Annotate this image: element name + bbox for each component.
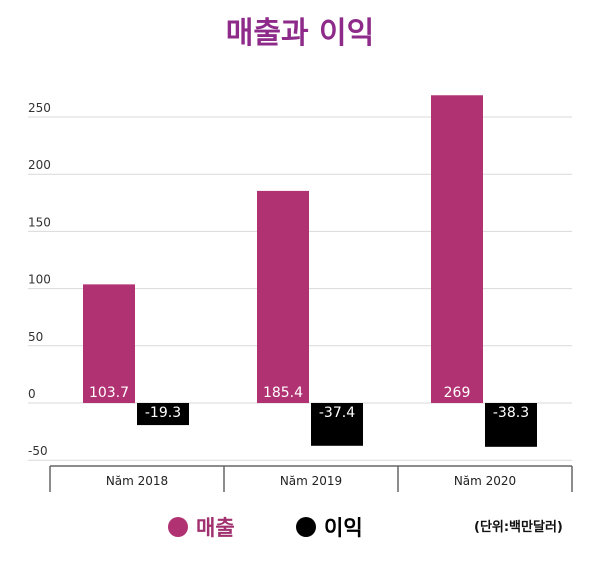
y-tick-label: -50: [28, 444, 48, 458]
x-axis: Năm 2018 Năm 2019 Năm 2020: [49, 465, 573, 492]
profit-data-label: -38.3: [493, 405, 529, 421]
revenue-data-label: 103.7: [89, 385, 129, 401]
profit-bar: [137, 403, 189, 426]
bars: 103.7 -19.3 185.4 -37.4 269 -38.3: [83, 95, 537, 447]
profit-bar: [485, 403, 537, 447]
chart-title: 매출과 이익: [225, 16, 375, 51]
profit-data-label: -37.4: [319, 405, 355, 421]
revenue-data-label: 269: [444, 385, 471, 401]
revenue-legend-label: 매출: [196, 516, 235, 540]
revenue-data-label: 185.4: [263, 385, 303, 401]
profit-data-label: -19.3: [145, 405, 181, 421]
y-tick-label: 150: [28, 215, 51, 229]
revenue-bar: [431, 95, 483, 403]
y-tick-label: 0: [28, 387, 36, 401]
x-tick-label: Năm 2018: [106, 474, 168, 488]
y-tick-label: 250: [28, 101, 51, 115]
legend-item-revenue: 매출: [168, 512, 235, 542]
x-tick-label: Năm 2019: [280, 474, 342, 488]
legend-item-profit: 이익: [296, 512, 363, 542]
profit-legend-label: 이익: [324, 516, 363, 540]
revenue-legend-swatch: [168, 517, 188, 537]
y-tick-label: 100: [28, 273, 51, 287]
revenue-bar: [257, 190, 309, 403]
revenue-bar: [83, 284, 135, 403]
profit-legend-swatch: [296, 517, 316, 537]
y-axis-ticks: 250 200 150 100 50 0 -50: [28, 101, 51, 458]
unit-note: (단위:백만달러): [474, 520, 563, 535]
y-tick-label: 50: [28, 330, 43, 344]
x-tick-label: Năm 2020: [454, 474, 516, 488]
y-tick-label: 200: [28, 158, 51, 172]
profit-bar: [311, 403, 363, 446]
